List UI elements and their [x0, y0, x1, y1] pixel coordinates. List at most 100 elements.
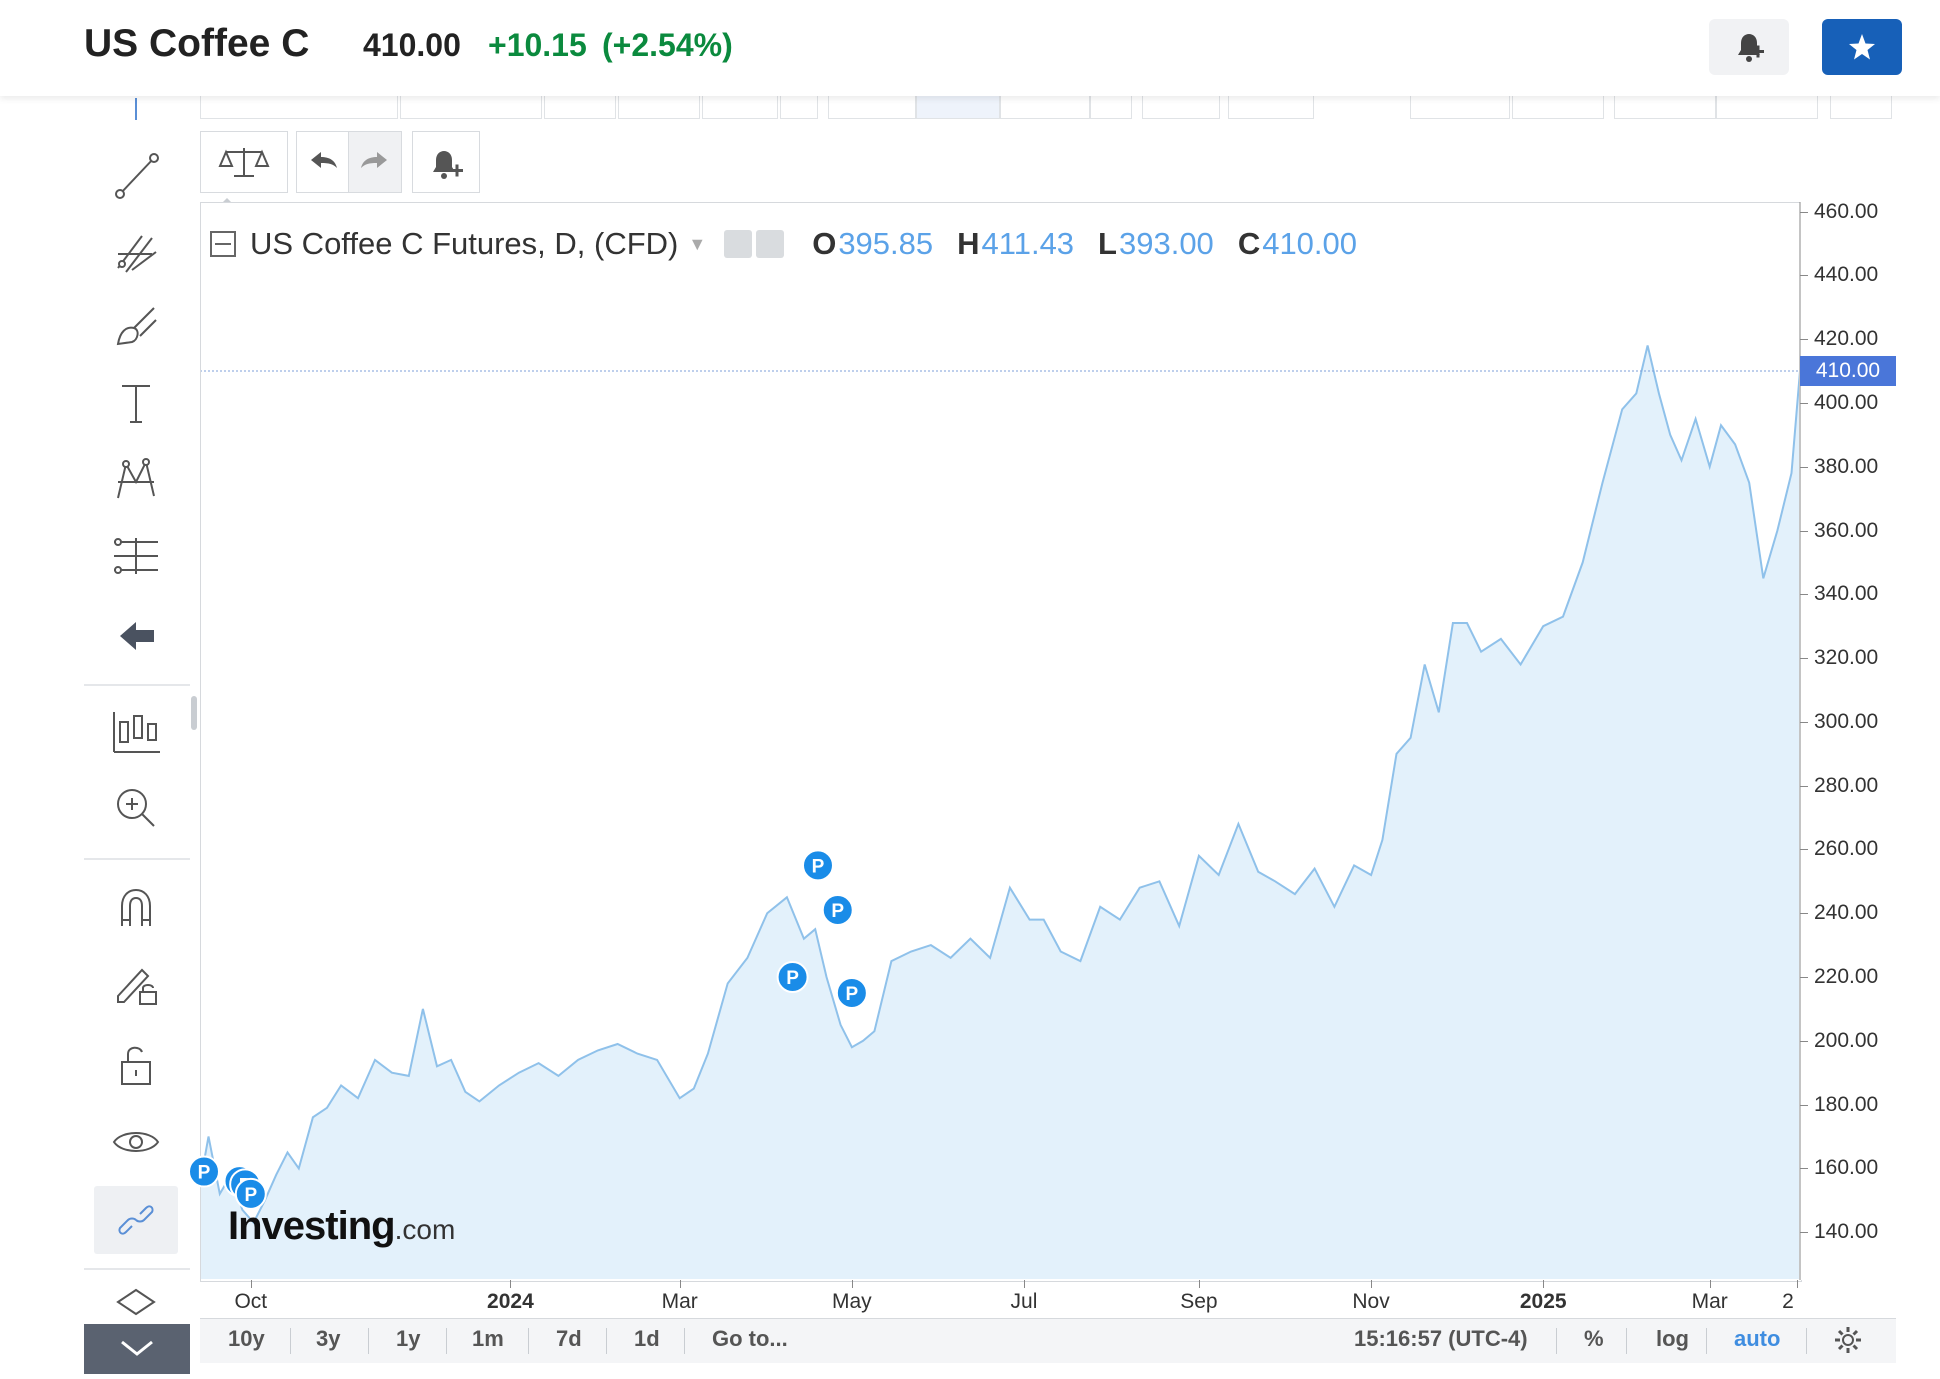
x-axis-tick [1543, 1280, 1545, 1288]
y-axis-tick-label: 380.00 [1814, 454, 1879, 478]
event-marker[interactable]: P [234, 1177, 267, 1210]
legend-high-value: 411.43 [981, 226, 1075, 261]
remove-drawings-tool[interactable] [108, 608, 164, 664]
visibility-icon[interactable] [724, 230, 753, 258]
range-3y[interactable]: 3y [316, 1326, 341, 1351]
event-marker-dot[interactable] [234, 1177, 267, 1210]
x-axis-tick-label: May [832, 1290, 872, 1313]
zoom-in-icon [117, 789, 155, 827]
watermark-suffix: .com [394, 1214, 456, 1245]
visibility-tool[interactable] [108, 1114, 164, 1170]
y-axis-tick [1800, 339, 1808, 341]
range-divider [1626, 1328, 1627, 1354]
investing-watermark: Investing.com [228, 1204, 455, 1249]
go-to-date-button[interactable]: Go to... [712, 1326, 788, 1351]
x-axis-tick [1023, 1280, 1025, 1288]
auto-scale-toggle[interactable]: auto [1734, 1326, 1781, 1351]
fib-tool[interactable] [108, 224, 164, 280]
y-axis-tick-label: 360.00 [1814, 518, 1879, 542]
toolbar-collapse-handle[interactable] [191, 696, 197, 730]
event-marker-dot[interactable] [776, 961, 809, 994]
chevron-down-icon[interactable]: ▼ [688, 233, 707, 254]
log-scale-toggle[interactable]: log [1656, 1326, 1689, 1351]
range-10y[interactable]: 10y [228, 1326, 265, 1351]
unlock-tool[interactable] [108, 1036, 164, 1092]
pattern-tool[interactable] [108, 452, 164, 508]
event-marker-dot[interactable] [801, 849, 834, 882]
x-axis-tick-label: 2024 [487, 1290, 534, 1313]
y-axis-tick-label: 140.00 [1814, 1220, 1879, 1244]
gear-icon[interactable] [756, 230, 785, 258]
magnet-tool[interactable] [108, 880, 164, 936]
event-marker[interactable]: P [821, 894, 854, 927]
y-axis-tick [1800, 211, 1808, 213]
y-axis-tick-label: 280.00 [1814, 773, 1879, 797]
range-divider [1806, 1328, 1807, 1354]
y-axis-tick [1800, 530, 1808, 532]
y-axis-tick-label: 260.00 [1814, 837, 1879, 861]
measure-tool[interactable] [108, 528, 164, 584]
current-price-label: 410.00 [1800, 356, 1896, 387]
event-marker-dot[interactable] [821, 894, 854, 927]
range-1m[interactable]: 1m [472, 1326, 504, 1351]
event-marker[interactable]: P [188, 1155, 220, 1188]
clock-timezone[interactable]: 15:16:57 (UTC-4) [1354, 1326, 1528, 1351]
event-marker[interactable]: P [801, 849, 834, 882]
add-alert-button[interactable] [412, 131, 480, 193]
x-axis-tick [1797, 1280, 1799, 1288]
redo-button[interactable] [348, 131, 402, 193]
percent-scale-toggle[interactable]: % [1584, 1326, 1604, 1351]
legend-close-value: 410.00 [1262, 226, 1358, 261]
zoom-tool[interactable] [108, 780, 164, 836]
quote-header: US Coffee C 410.00 +10.15 (+2.54%) [0, 0, 1940, 96]
trend-line-tool[interactable] [108, 148, 164, 204]
toolbar-scroll-down[interactable] [84, 1324, 190, 1374]
x-axis-tick-label: Nov [1352, 1290, 1390, 1313]
range-divider [1706, 1328, 1707, 1354]
drawing-toolbar [84, 96, 190, 1374]
text-icon [122, 385, 150, 423]
undo-button[interactable] [296, 131, 350, 193]
legend-open-value: 395.85 [838, 226, 934, 261]
y-axis-tick [1800, 785, 1808, 787]
range-divider [1556, 1328, 1557, 1354]
legend-low-label: L [1098, 226, 1117, 261]
event-marker-dot[interactable] [188, 1155, 220, 1188]
range-divider [528, 1328, 529, 1354]
range-7d[interactable]: 7d [556, 1326, 582, 1351]
add-to-watchlist-button[interactable] [1822, 19, 1902, 75]
text-tool[interactable] [108, 376, 164, 432]
layers-tool[interactable] [108, 1282, 164, 1322]
range-1d[interactable]: 1d [634, 1326, 660, 1351]
y-axis-tick [1800, 1040, 1808, 1042]
link-icon [118, 1205, 154, 1235]
create-alert-button[interactable] [1709, 19, 1789, 75]
compare-button[interactable] [200, 131, 288, 193]
event-marker-label: P [846, 984, 859, 1005]
event-marker[interactable]: P [776, 961, 809, 994]
last-price: 410.00 [363, 27, 461, 63]
lock-draw-icon [117, 968, 157, 1005]
link-tool[interactable] [108, 1192, 164, 1248]
brush-tool[interactable] [108, 300, 164, 356]
event-marker[interactable]: P [835, 976, 868, 1009]
chevron-up-icon [222, 198, 232, 203]
y-axis-tick [1800, 402, 1808, 404]
price-change: +10.15 [488, 27, 587, 63]
x-axis-tick-label: Sep [1180, 1290, 1218, 1313]
collapse-arrow[interactable] [220, 191, 234, 203]
collapse-legend-toggle[interactable] [210, 231, 236, 257]
y-axis-tick-label: 220.00 [1814, 965, 1879, 988]
y-axis-tick [1800, 1104, 1808, 1106]
y-axis-tick [1800, 1232, 1808, 1234]
toolbar-divider [84, 684, 190, 686]
range-1y[interactable]: 1y [396, 1326, 421, 1351]
y-axis-tick [1800, 275, 1808, 277]
event-marker-dot[interactable] [835, 976, 868, 1009]
y-axis-tick [1800, 594, 1808, 596]
x-axis-tick [1198, 1280, 1200, 1288]
lock-drawing-tool[interactable] [108, 956, 164, 1012]
indicators-tool[interactable] [108, 704, 164, 760]
y-axis-tick-label: 240.00 [1814, 901, 1879, 925]
chart-settings-button[interactable] [1832, 1324, 1864, 1356]
